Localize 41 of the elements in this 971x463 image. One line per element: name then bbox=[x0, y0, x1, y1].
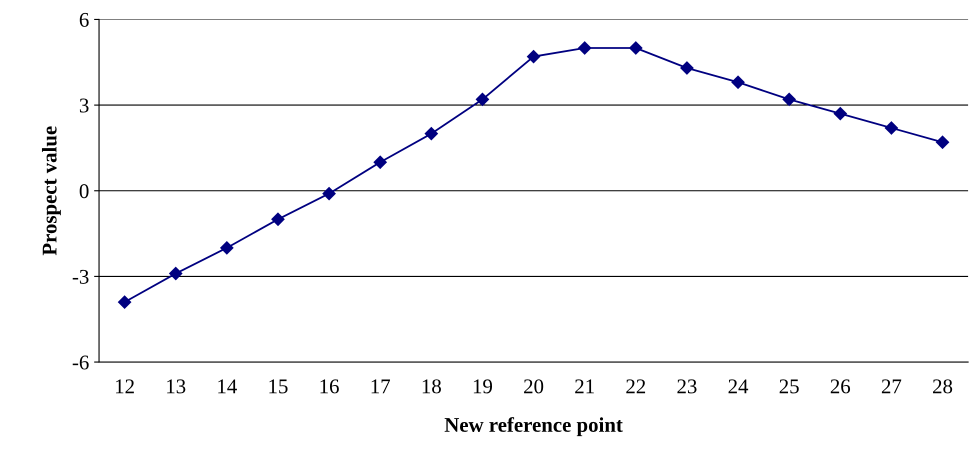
point bbox=[424, 127, 438, 140]
point bbox=[220, 241, 234, 254]
y-tick-label: 3 bbox=[80, 98, 89, 113]
y-tick-label: 0 bbox=[80, 184, 89, 198]
x-tick-label: 24 bbox=[728, 379, 748, 394]
x-tick-label: 21 bbox=[575, 379, 594, 394]
point bbox=[118, 296, 132, 309]
point bbox=[629, 41, 642, 55]
point bbox=[578, 41, 592, 55]
y-tick-label: -6 bbox=[72, 356, 89, 370]
point bbox=[834, 107, 847, 120]
x-tick-label: 28 bbox=[933, 379, 952, 394]
point bbox=[169, 266, 182, 280]
point bbox=[782, 92, 796, 106]
point bbox=[322, 187, 336, 200]
point bbox=[374, 156, 387, 169]
x-tick-label: 23 bbox=[677, 379, 697, 394]
x-tick-label: 12 bbox=[116, 379, 134, 394]
y-tick-label: 6 bbox=[80, 12, 89, 27]
x-tick-label: 17 bbox=[372, 379, 390, 394]
point bbox=[731, 76, 745, 89]
x-tick-label: 19 bbox=[474, 379, 492, 394]
x-tick-label: 15 bbox=[269, 379, 288, 394]
point bbox=[936, 136, 950, 149]
x-tick-label: 22 bbox=[626, 379, 646, 394]
point bbox=[271, 212, 285, 226]
x-tick-label: 20 bbox=[524, 379, 544, 394]
x-tick-label: 27 bbox=[882, 379, 902, 394]
point bbox=[526, 50, 540, 64]
x-tick-label: 13 bbox=[167, 379, 186, 394]
x-tick-label: 26 bbox=[830, 379, 850, 394]
x-tick-label: 16 bbox=[320, 379, 339, 394]
y-axis-title: Prospect value bbox=[42, 126, 61, 256]
x-tick-label: 14 bbox=[218, 379, 237, 394]
point bbox=[680, 61, 694, 75]
x-tick-label: 25 bbox=[780, 379, 799, 394]
point bbox=[476, 92, 490, 106]
point bbox=[884, 121, 898, 135]
x-tick-label: 18 bbox=[422, 379, 441, 394]
y-tick-label: -3 bbox=[72, 270, 89, 284]
x-axis-title: New reference point bbox=[444, 417, 623, 436]
